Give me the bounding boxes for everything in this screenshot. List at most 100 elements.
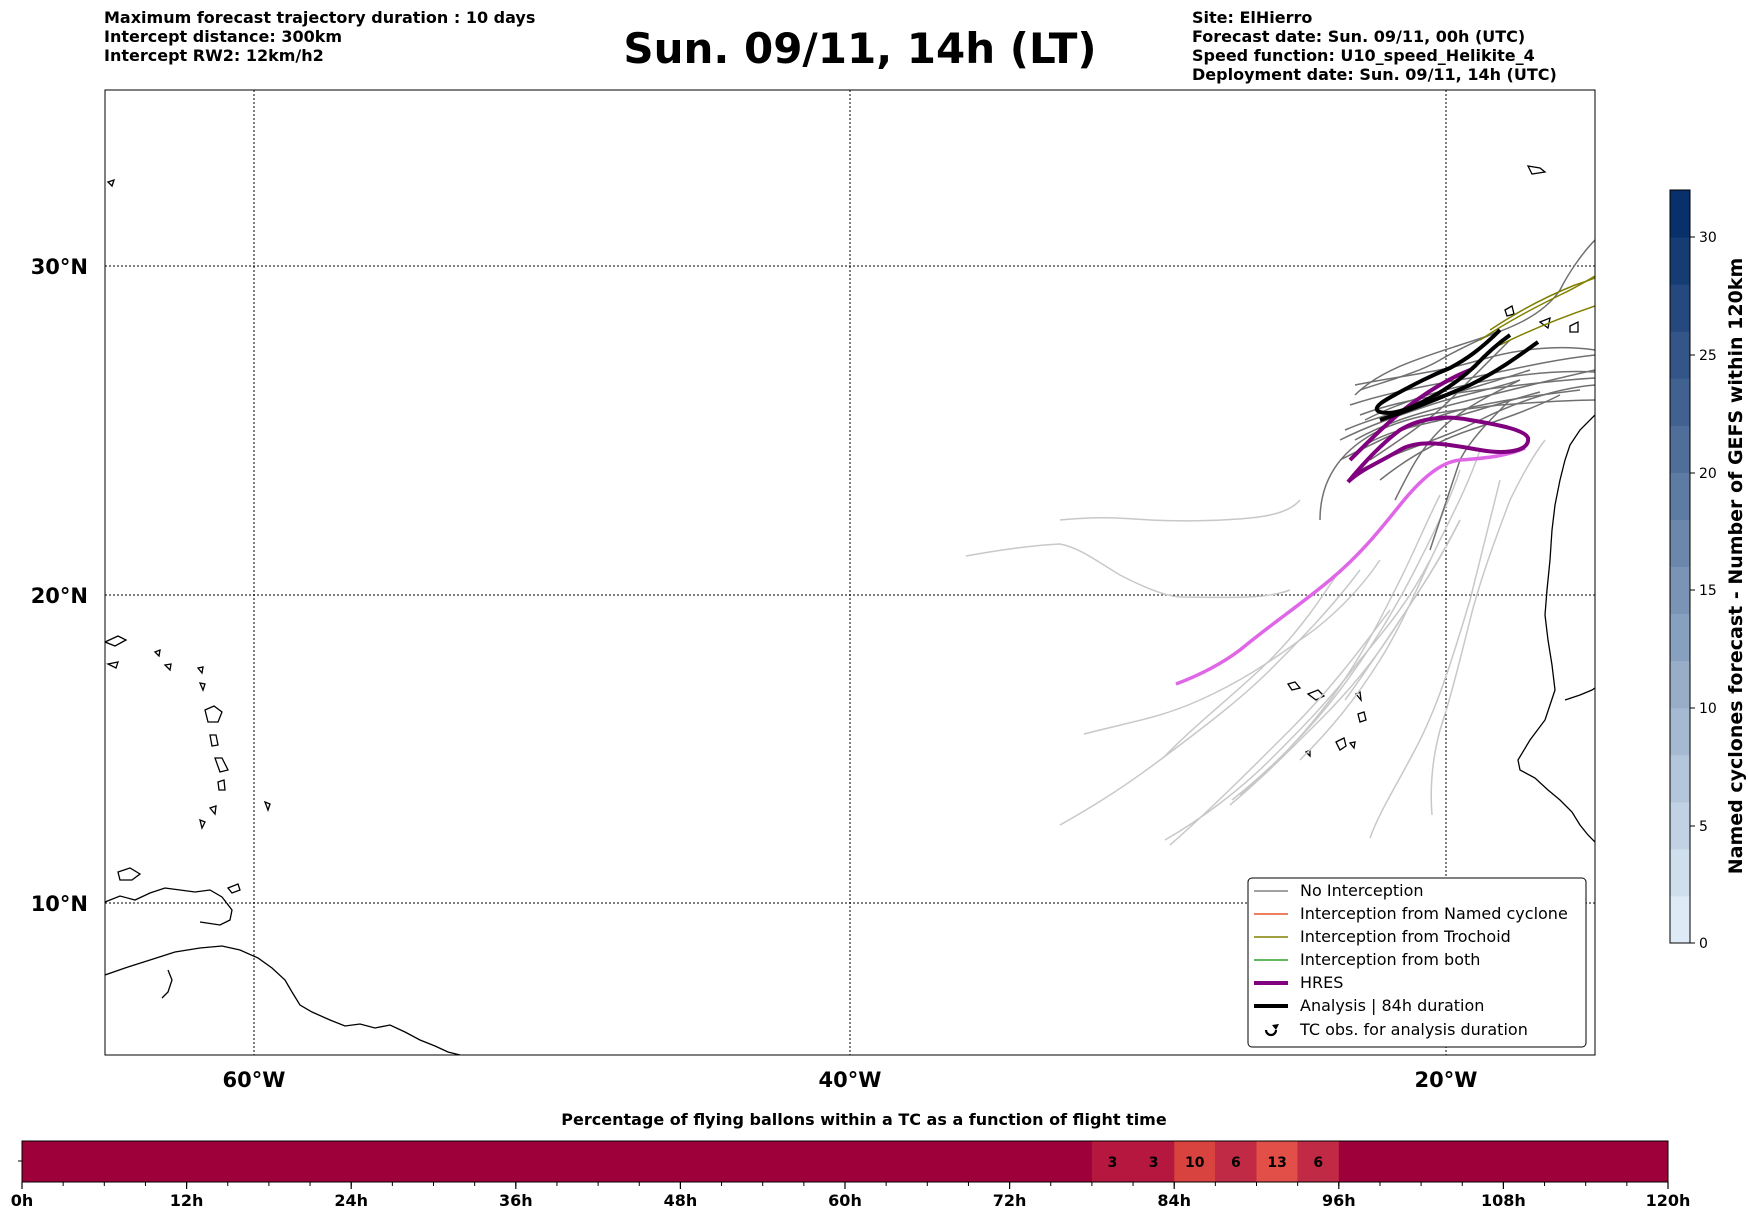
timeline-cell-value: 10 — [1185, 1155, 1205, 1171]
coast-island-5 — [198, 682, 206, 692]
timeline-cell-value: 3 — [1149, 1155, 1159, 1171]
timeline-tick-label: 24h — [334, 1191, 368, 1210]
colorbar-cell — [1670, 895, 1690, 944]
trajectory-dark-15 — [1359, 377, 1595, 416]
legend-box — [1247, 877, 1587, 1048]
coast-st-lucia — [217, 779, 226, 791]
coast-cape-verde-5 — [1335, 737, 1347, 751]
colorbar-cell — [1670, 613, 1690, 662]
coast-venezuela — [105, 887, 233, 926]
colorbar-cell — [1670, 519, 1690, 567]
colorbar: 0 5 10 15 20 25 30 Named cyclones foreca… — [1669, 189, 1747, 952]
coast-madeira — [1526, 165, 1547, 175]
legend-label-named-cyclone: Interception from Named cyclone — [1300, 904, 1568, 923]
coast-cape-verde-7 — [1348, 741, 1356, 750]
header-right-info: Site: ElHierro Forecast date: Sun. 09/11… — [1192, 8, 1557, 84]
coast-grenada-2 — [199, 818, 206, 830]
trajectory-light-14 — [1344, 519, 1461, 701]
coast-island-3 — [163, 663, 172, 672]
forecast-date-text: Forecast date: Sun. 09/11, 00h (UTC) — [1192, 27, 1526, 46]
page-title: Sun. 09/11, 14h (LT) — [623, 24, 1097, 73]
colorbar-cell — [1670, 707, 1690, 756]
timeline-cell — [1297, 1141, 1339, 1182]
map-frame — [104, 89, 1596, 1056]
colorbar-cell — [1670, 425, 1690, 473]
coast-puerto-rico — [106, 661, 119, 669]
site-text: Site: ElHierro — [1192, 8, 1313, 27]
hres-extension-trajectory — [1175, 446, 1526, 686]
hres-trajectory — [1346, 415, 1531, 484]
timeline-tick-label: 0h — [11, 1191, 34, 1210]
colorbar-cell — [1670, 660, 1690, 709]
coast-island-4 — [196, 666, 204, 675]
timeline-cell — [1091, 1141, 1134, 1182]
timeline-tick-label: 12h — [170, 1191, 204, 1210]
timeline-tick-label: 72h — [993, 1191, 1027, 1210]
trajectory-dark-2 — [1354, 239, 1595, 396]
colorbar-cell — [1670, 566, 1690, 615]
timeline-cell — [1215, 1141, 1257, 1182]
map-axis-labels: 30°N 20°N 10°N 60°W 40°W 20°W — [31, 255, 1478, 1092]
timeline-tick-label: 36h — [499, 1191, 533, 1210]
hres-trajectory-segment — [1348, 368, 1471, 462]
trajectory-light-1 — [965, 543, 1291, 599]
lon-label-20w: 20°W — [1415, 1068, 1478, 1092]
coast-bermuda — [106, 178, 116, 188]
timeline-major-ticks: 0h 12h 24h 36h 48h 60h 72h 84h 96h 108h 120h — [11, 1182, 1690, 1210]
lon-label-40w: 40°W — [819, 1068, 882, 1092]
timeline-tick-label: 60h — [828, 1191, 862, 1210]
intercept-rw2-text: Intercept RW2: 12km/h2 — [104, 46, 324, 65]
cyclone-symbol-icon — [1264, 1024, 1279, 1037]
coast-cape-verde-1 — [1286, 681, 1302, 691]
ensemble-trajectories-dark — [1319, 239, 1595, 551]
colorbar-tick-label-10: 10 — [1699, 701, 1717, 717]
trajectory-light-5 — [1164, 559, 1431, 841]
coast-island-2 — [153, 648, 161, 658]
colorbar-tick-label-5: 5 — [1699, 819, 1708, 835]
legend-label-analysis: Analysis | 84h duration — [1300, 996, 1484, 1015]
trajectory-light-7 — [1169, 609, 1391, 846]
ensemble-trajectories-light — [965, 439, 1546, 846]
lat-label-10n: 10°N — [31, 892, 88, 916]
trochoid-trajectory-2 — [1499, 305, 1595, 346]
trajectory-dark-10 — [1349, 354, 1595, 406]
trajectory-light-8 — [1162, 569, 1341, 759]
map-legend: No Interception Interception from Named … — [1247, 877, 1587, 1048]
timeline-tick-label: 108h — [1481, 1191, 1526, 1210]
map-panel: 30°N 20°N 10°N 60°W 40°W 20°W No Interce… — [31, 89, 1596, 1092]
timeline-panel: Percentage of flying ballons within a TC… — [11, 1110, 1691, 1210]
coast-dominica — [209, 734, 219, 747]
colorbar-frame — [1669, 189, 1691, 944]
colorbar-cell — [1670, 754, 1690, 803]
lat-label-30n: 30°N — [31, 255, 88, 279]
trajectory-dark-11 — [1394, 379, 1521, 501]
colorbar-cell — [1670, 331, 1690, 379]
timeline-cell-value: 3 — [1108, 1155, 1118, 1171]
timeline-cell — [1256, 1141, 1298, 1182]
colorbar-cell — [1670, 190, 1690, 238]
timeline-cell-value: 6 — [1231, 1155, 1241, 1171]
timeline-cell — [1174, 1141, 1216, 1182]
coast-orinoco — [161, 969, 173, 999]
colorbar-ticks: 0 5 10 15 20 25 30 — [1690, 230, 1717, 952]
coast-cape-verde-4 — [1357, 711, 1367, 723]
trajectory-light-10 — [1369, 479, 1501, 839]
colorbar-label: Named cyclones forecast - Number of GEFS… — [1725, 258, 1747, 875]
legend-label-tc-obs: TC obs. for analysis duration — [1299, 1020, 1528, 1039]
colorbar-cell — [1670, 848, 1690, 897]
coast-grenada-1 — [208, 805, 217, 816]
coast-cape-verde-2 — [1306, 689, 1326, 701]
coast-barbados — [263, 800, 271, 812]
timeline-tick-label: 96h — [1322, 1191, 1356, 1210]
colorbar-tick-label-30: 30 — [1699, 230, 1717, 246]
coast-africa — [1517, 414, 1595, 843]
coast-africa-cape-verde-side — [1564, 687, 1595, 701]
timeline-tick-label: 84h — [1157, 1191, 1191, 1210]
speed-function-text: Speed function: U10_speed_Helikite_4 — [1192, 46, 1535, 65]
deployment-date-text: Deployment date: Sun. 09/11, 14h (UTC) — [1192, 65, 1557, 84]
trajectory-light-11 — [1430, 439, 1546, 816]
trajectory-dark-14 — [1369, 339, 1511, 461]
timeline-title: Percentage of flying ballons within a TC… — [561, 1110, 1167, 1129]
trajectory-dark-16 — [1339, 379, 1521, 441]
